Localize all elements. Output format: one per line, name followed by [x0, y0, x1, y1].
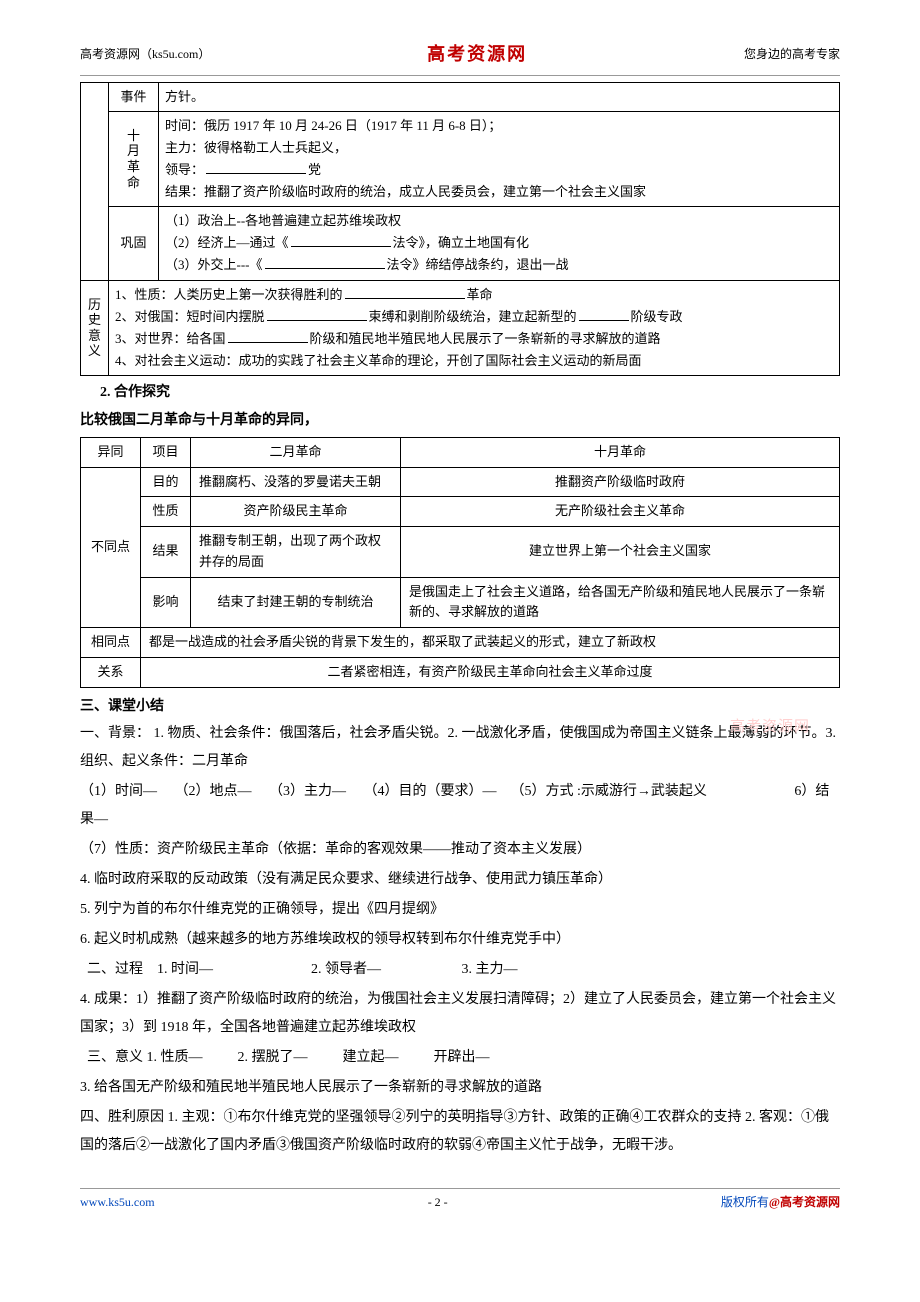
t1-gg-l2: （2）经济上—通过《法令》，确立土地国有化 — [165, 232, 833, 254]
page-footer: www.ks5u.com - 2 - 版权所有@高考资源网 — [80, 1188, 840, 1212]
t1-gg-l3: （3）外交上---《法令》缔结停战条约，退出一战 — [165, 254, 833, 276]
t1-oct-l3: 领导：党 — [165, 159, 833, 181]
t1-gg-content: （1）政治上--各地普遍建立起苏维埃政权 （2）经济上—通过《法令》，确立土地国… — [159, 207, 840, 280]
t2-r3-a: 推翻专制王朝，出现了两个政权并存的局面 — [191, 527, 401, 578]
summary-p2: （1）时间— （2）地点— （3）主力— （4）目的（要求）— （5）方式 :示… — [80, 778, 840, 834]
t1-oct-label: 十月革命 — [109, 111, 159, 206]
t1-left-blank — [81, 82, 109, 280]
t2-r4-b: 是俄国走上了社会主义道路，给各国无产阶级和殖民地人民展示了一条崭新的、寻求解放的… — [401, 577, 840, 628]
t2-r4-a: 结束了封建王朝的专制统治 — [191, 577, 401, 628]
summary-p10: 3. 给各国无产阶级和殖民地半殖民地人民展示了一条崭新的寻求解放的道路 — [80, 1074, 840, 1102]
t2-r1-a: 推翻腐朽、没落的罗曼诺夫王朝 — [191, 467, 401, 497]
t1-oct-content: 时间：俄历 1917 年 10 月 24-26 日（1917 年 11 月 6-… — [159, 111, 840, 206]
t1-sign-content: 1、性质：人类历史上第一次获得胜利的革命 2、对俄国：短时间内摆脱束缚和剥削阶级… — [109, 280, 840, 375]
header-left: 高考资源网（ks5u.com） — [80, 45, 210, 64]
summary-p4: 4. 临时政府采取的反动政策（没有满足民众要求、继续进行战争、使用武力镇压革命） — [80, 866, 840, 894]
summary-p9: 三、意义 1. 性质— 2. 摆脱了— 建立起— 开辟出— — [80, 1044, 840, 1072]
summary-p5: 5. 列宁为首的布尔什维克党的正确领导，提出《四月提纲》 — [80, 896, 840, 924]
summary-p3: （7）性质：资产阶级民主革命（依据：革命的客观效果——推动了资本主义发展） — [80, 836, 840, 864]
t1-sign-label: 历史意义 — [81, 280, 109, 375]
main-table-1: 事件 方针。 十月革命 时间：俄历 1917 年 10 月 24-26 日（19… — [80, 82, 840, 376]
t2-r1-p: 目的 — [141, 467, 191, 497]
compare-table: 异同 项目 二月革命 十月革命 不同点 目的 推翻腐朽、没落的罗曼诺夫王朝 推翻… — [80, 437, 840, 688]
mid-t2: 比较俄国二月革命与十月革命的异同， — [80, 410, 840, 432]
t2-h2: 项目 — [141, 437, 191, 467]
t2-r2-p: 性质 — [141, 497, 191, 527]
t1-sign-l2: 2、对俄国：短时间内摆脱束缚和剥削阶级统治，建立起新型的阶级专政 — [115, 306, 833, 328]
footer-right: 版权所有@高考资源网 — [721, 1193, 840, 1212]
t2-same-label: 相同点 — [81, 628, 141, 658]
footer-left: www.ks5u.com — [80, 1193, 155, 1212]
t2-h3: 二月革命 — [191, 437, 401, 467]
t2-r2-b: 无产阶级社会主义革命 — [401, 497, 840, 527]
summary-p1: 一、背景： 1. 物质、社会条件：俄国落后，社会矛盾尖锐。2. 一战激化矛盾，使… — [80, 720, 840, 776]
t2-r2-a: 资产阶级民主革命 — [191, 497, 401, 527]
t2-r3-b: 建立世界上第一个社会主义国家 — [401, 527, 840, 578]
t1-sign-l3: 3、对世界：给各国阶级和殖民地半殖民地人民展示了一条崭新的寻求解放的道路 — [115, 328, 833, 350]
t1-gg-label: 巩固 — [109, 207, 159, 280]
summary-p6: 6. 起义时机成熟（越来越多的地方苏维埃政权的领导权转到布尔什维克党手中） — [80, 926, 840, 954]
summary-p7: 二、过程 1. 时间— 2. 领导者— 3. 主力— — [80, 956, 840, 984]
t1-sign-l4: 4、对社会主义运动：成功的实践了社会主义革命的理论，开创了国际社会主义运动的新局… — [115, 350, 833, 372]
t1-oct-l2: 主力：彼得格勒工人士兵起义， — [165, 137, 833, 159]
mid-t1: 2. 合作探究 — [80, 382, 840, 404]
t1-gg-l1: （1）政治上--各地普遍建立起苏维埃政权 — [165, 210, 833, 232]
t1-r0-c1: 事件 — [109, 82, 159, 111]
t1-r0-c2: 方针。 — [159, 82, 840, 111]
t2-r1-b: 推翻资产阶级临时政府 — [401, 467, 840, 497]
t2-diff-label: 不同点 — [81, 467, 141, 628]
summary-p11: 四、胜利原因 1. 主观：①布尔什维克党的坚强领导②列宁的英明指导③方针、政策的… — [80, 1104, 840, 1160]
t1-oct-l4: 结果：推翻了资产阶级临时政府的统治，成立人民委员会，建立第一个社会主义国家 — [165, 181, 833, 203]
t2-rel: 二者紧密相连，有资产阶级民主革命向社会主义革命过度 — [141, 658, 840, 688]
t1-sign-l1: 1、性质：人类历史上第一次获得胜利的革命 — [115, 284, 833, 306]
summary-p8: 4. 成果：1）推翻了资产阶级临时政府的统治，为俄国社会主义发展扫清障碍；2）建… — [80, 986, 840, 1042]
t2-h4: 十月革命 — [401, 437, 840, 467]
t1-oct-l1: 时间：俄历 1917 年 10 月 24-26 日（1917 年 11 月 6-… — [165, 115, 833, 137]
t2-r3-p: 结果 — [141, 527, 191, 578]
page-header: 高考资源网（ks5u.com） 高考资源网 您身边的高考专家 — [80, 40, 840, 76]
t2-h1: 异同 — [81, 437, 141, 467]
footer-center: - 2 - — [428, 1193, 448, 1212]
t2-same: 都是一战造成的社会矛盾尖锐的背景下发生的，都采取了武装起义的形式，建立了新政权 — [141, 628, 840, 658]
summary-title: 三、课堂小结 — [80, 696, 840, 718]
t2-rel-label: 关系 — [81, 658, 141, 688]
header-center: 高考资源网 — [427, 40, 527, 69]
header-right: 您身边的高考专家 — [744, 45, 840, 64]
t2-r4-p: 影响 — [141, 577, 191, 628]
